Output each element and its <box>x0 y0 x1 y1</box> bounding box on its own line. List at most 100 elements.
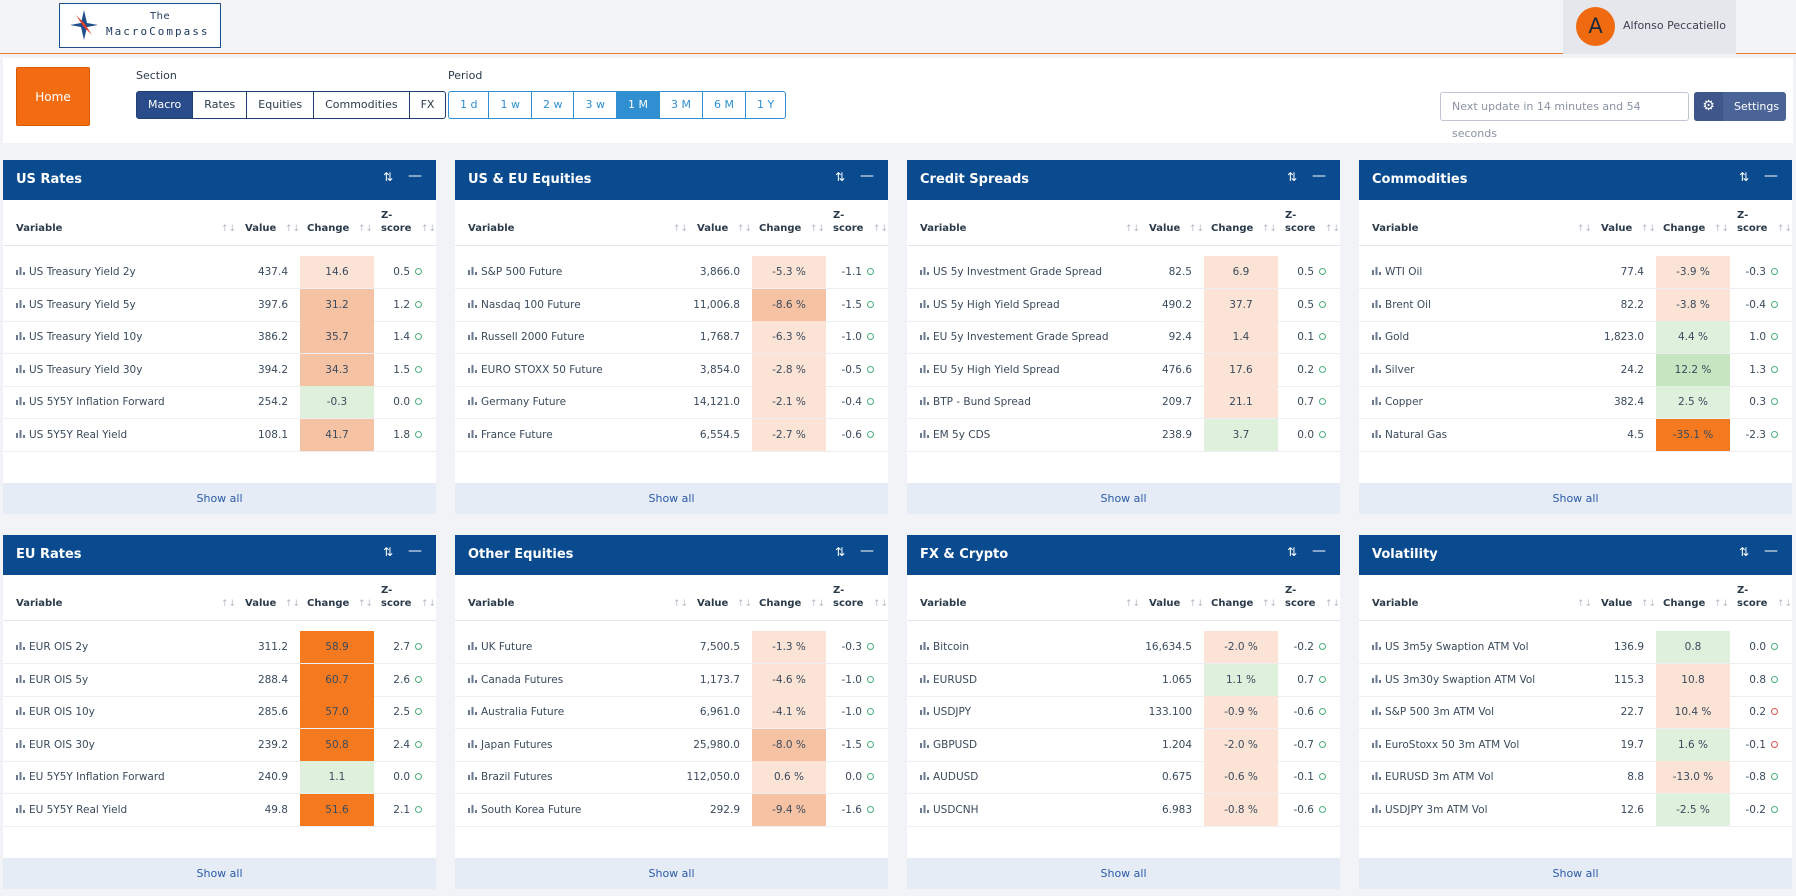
period-tab-1d[interactable]: 1 d <box>448 91 490 119</box>
variable-cell[interactable]: EUR OIS 10y <box>16 706 95 718</box>
sort-arrows-icon[interactable]: ↑↓ <box>1577 599 1593 609</box>
col-zscore-2[interactable]: score <box>381 223 412 234</box>
col-change[interactable]: Change <box>1211 598 1254 609</box>
col-zscore-1[interactable]: Z- <box>381 210 393 221</box>
variable-cell[interactable]: EURUSD 3m ATM Vol <box>1372 771 1494 783</box>
variable-cell[interactable]: BTP - Bund Spread <box>920 396 1031 408</box>
sort-arrows-icon[interactable]: ↑↓ <box>221 599 237 609</box>
sort-arrows-icon[interactable]: ↑↓ <box>421 599 437 609</box>
variable-cell[interactable]: EURUSD <box>920 674 977 686</box>
col-value[interactable]: Value <box>1149 598 1181 609</box>
variable-cell[interactable]: Natural Gas <box>1372 429 1447 441</box>
logo[interactable]: The MacroCompass <box>59 3 221 48</box>
col-change[interactable]: Change <box>1211 223 1254 234</box>
variable-cell[interactable]: France Future <box>468 429 553 441</box>
table-row[interactable]: Germany Future 14,121.0 -2.1 % -0.4 <box>455 386 888 419</box>
sort-arrows-icon[interactable]: ↑↓ <box>1125 599 1141 609</box>
variable-cell[interactable]: US Treasury Yield 30y <box>16 364 142 376</box>
variable-cell[interactable]: WTI Oil <box>1372 266 1422 278</box>
table-row[interactable]: US 5y Investment Grade Spread 82.5 6.9 0.5 <box>907 256 1340 289</box>
sort-arrows-icon[interactable]: ↑↓ <box>285 224 301 234</box>
variable-cell[interactable]: EuroStoxx 50 3m ATM Vol <box>1372 739 1519 751</box>
table-row[interactable]: Brazil Futures 112,050.0 0.6 % 0.0 <box>455 761 888 794</box>
table-row[interactable]: EURUSD 1.065 1.1 % 0.7 <box>907 663 1340 697</box>
variable-cell[interactable]: Russell 2000 Future <box>468 331 585 343</box>
table-row[interactable]: UK Future 7,500.5 -1.3 % -0.3 <box>455 631 888 664</box>
sort-arrows-icon[interactable]: ↑↓ <box>1777 599 1793 609</box>
table-row[interactable]: Bitcoin 16,634.5 -2.0 % -0.2 <box>907 631 1340 664</box>
col-change[interactable]: Change <box>307 223 350 234</box>
variable-cell[interactable]: Silver <box>1372 364 1415 376</box>
period-tab-1m[interactable]: 1 M <box>615 91 660 119</box>
variable-cell[interactable]: Japan Futures <box>468 739 553 751</box>
col-variable[interactable]: Variable <box>16 223 63 234</box>
section-tab-rates[interactable]: Rates <box>192 91 248 119</box>
table-row[interactable]: EU 5Y5Y Real Yield 49.8 51.6 2.1 <box>3 793 436 827</box>
section-tab-macro[interactable]: Macro <box>136 91 194 119</box>
table-row[interactable]: EUR OIS 10y 285.6 57.0 2.5 <box>3 696 436 729</box>
variable-cell[interactable]: Germany Future <box>468 396 566 408</box>
col-zscore-1[interactable]: Z- <box>1285 585 1297 596</box>
sort-icon[interactable]: ⇅ <box>383 170 394 184</box>
table-row[interactable]: France Future 6,554.5 -2.7 % -0.6 <box>455 418 888 452</box>
col-change[interactable]: Change <box>759 598 802 609</box>
sort-arrows-icon[interactable]: ↑↓ <box>1577 224 1593 234</box>
col-zscore-2[interactable]: score <box>833 223 864 234</box>
variable-cell[interactable]: Copper <box>1372 396 1423 408</box>
show-all-button[interactable]: Show all <box>907 483 1340 514</box>
sort-icon[interactable]: ⇅ <box>1739 170 1750 184</box>
variable-cell[interactable]: Nasdaq 100 Future <box>468 299 581 311</box>
variable-cell[interactable]: Australia Future <box>468 706 564 718</box>
variable-cell[interactable]: Brent Oil <box>1372 299 1431 311</box>
col-variable[interactable]: Variable <box>1372 598 1419 609</box>
variable-cell[interactable]: EUR OIS 30y <box>16 739 95 751</box>
col-value[interactable]: Value <box>1149 223 1181 234</box>
table-row[interactable]: US 5Y5Y Inflation Forward 254.2 -0.3 0.0 <box>3 386 436 419</box>
sort-icon[interactable]: ⇅ <box>1287 170 1298 184</box>
variable-cell[interactable]: USDCNH <box>920 804 979 816</box>
table-row[interactable]: USDJPY 3m ATM Vol 12.6 -2.5 % -0.2 <box>1359 793 1792 827</box>
sort-arrows-icon[interactable]: ↑↓ <box>873 224 889 234</box>
variable-cell[interactable]: EU 5y High Yield Spread <box>920 364 1060 376</box>
variable-cell[interactable]: USDJPY 3m ATM Vol <box>1372 804 1488 816</box>
table-row[interactable]: US Treasury Yield 2y 437.4 14.6 0.5 <box>3 256 436 289</box>
sort-arrows-icon[interactable]: ↑↓ <box>1641 224 1657 234</box>
variable-cell[interactable]: US 5Y5Y Real Yield <box>16 429 127 441</box>
col-zscore-2[interactable]: score <box>1737 598 1768 609</box>
table-row[interactable]: EUR OIS 5y 288.4 60.7 2.6 <box>3 663 436 697</box>
variable-cell[interactable]: S&P 500 Future <box>468 266 562 278</box>
table-row[interactable]: South Korea Future 292.9 -9.4 % -1.6 <box>455 793 888 827</box>
variable-cell[interactable]: EURO STOXX 50 Future <box>468 364 603 376</box>
section-tab-equities[interactable]: Equities <box>246 91 315 119</box>
table-row[interactable]: US 3m5y Swaption ATM Vol 136.9 0.8 0.0 <box>1359 631 1792 664</box>
sort-arrows-icon[interactable]: ↑↓ <box>1714 224 1730 234</box>
variable-cell[interactable]: US Treasury Yield 10y <box>16 331 142 343</box>
table-row[interactable]: EURO STOXX 50 Future 3,854.0 -2.8 % -0.5 <box>455 353 888 387</box>
col-change[interactable]: Change <box>759 223 802 234</box>
show-all-button[interactable]: Show all <box>907 858 1340 889</box>
sort-arrows-icon[interactable]: ↑↓ <box>810 224 826 234</box>
table-row[interactable]: Natural Gas 4.5 -35.1 % -2.3 <box>1359 418 1792 452</box>
table-row[interactable]: EU 5Y5Y Inflation Forward 240.9 1.1 0.0 <box>3 761 436 794</box>
sort-arrows-icon[interactable]: ↑↓ <box>1189 224 1205 234</box>
sort-arrows-icon[interactable]: ↑↓ <box>1125 224 1141 234</box>
col-value[interactable]: Value <box>245 223 277 234</box>
table-row[interactable]: US 3m30y Swaption ATM Vol 115.3 10.8 0.8 <box>1359 663 1792 697</box>
show-all-button[interactable]: Show all <box>455 858 888 889</box>
variable-cell[interactable]: Gold <box>1372 331 1409 343</box>
col-zscore-1[interactable]: Z- <box>381 585 393 596</box>
table-row[interactable]: Copper 382.4 2.5 % 0.3 <box>1359 386 1792 419</box>
table-row[interactable]: US 5y High Yield Spread 490.2 37.7 0.5 <box>907 288 1340 322</box>
table-row[interactable]: EUR OIS 2y 311.2 58.9 2.7 <box>3 631 436 664</box>
home-button[interactable]: Home <box>16 67 90 126</box>
table-row[interactable]: Japan Futures 25,980.0 -8.0 % -1.5 <box>455 728 888 762</box>
sort-arrows-icon[interactable]: ↑↓ <box>1189 599 1205 609</box>
col-variable[interactable]: Variable <box>16 598 63 609</box>
table-row[interactable]: Nasdaq 100 Future 11,006.8 -8.6 % -1.5 <box>455 288 888 322</box>
sort-icon[interactable]: ⇅ <box>1739 545 1750 559</box>
sort-icon[interactable]: ⇅ <box>835 545 846 559</box>
col-variable[interactable]: Variable <box>920 223 967 234</box>
table-row[interactable]: EuroStoxx 50 3m ATM Vol 19.7 1.6 % -0.1 <box>1359 728 1792 762</box>
variable-cell[interactable]: US 3m30y Swaption ATM Vol <box>1372 674 1535 686</box>
table-row[interactable]: US Treasury Yield 5y 397.6 31.2 1.2 <box>3 288 436 322</box>
